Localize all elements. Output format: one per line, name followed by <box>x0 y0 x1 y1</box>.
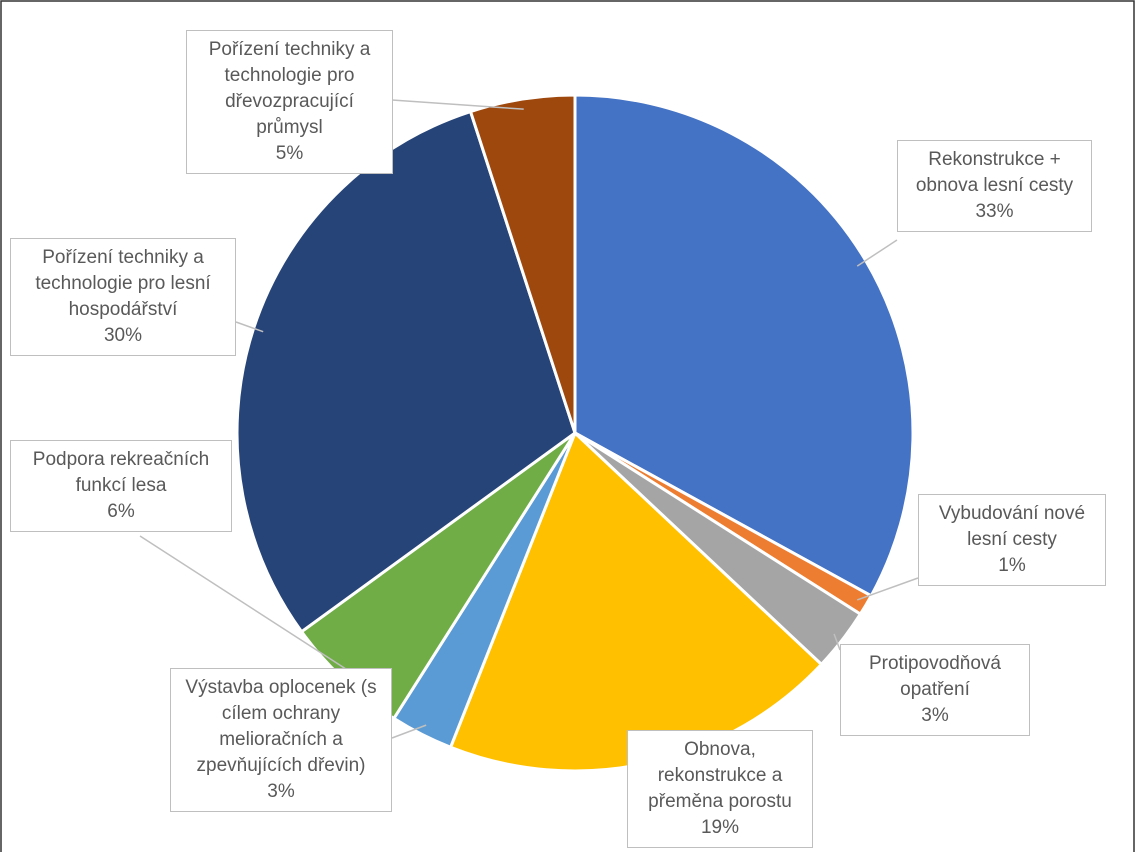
leader-line <box>856 239 898 267</box>
category-label: Protipovodňová opatření <box>868 653 1002 700</box>
value-label: 19% <box>700 817 740 838</box>
category-label: Výstavba oplocenek (s cílem ochrany meli… <box>185 677 377 776</box>
category-label: Rekonstrukce + obnova lesní cesty <box>915 149 1074 196</box>
pie-slice <box>468 93 577 434</box>
leader-line <box>391 99 524 110</box>
leader-line <box>139 535 351 673</box>
value-label: 30% <box>103 325 143 346</box>
category-label: Vybudování nové lesní cesty <box>938 503 1086 550</box>
data-label: Obnova, rekonstrukce a přeměna porostu 19… <box>627 730 813 848</box>
leader-line <box>391 724 427 739</box>
value-label: 1% <box>998 555 1026 576</box>
category-label: Podpora rekreačních funkcí lesa <box>32 449 210 496</box>
leader-line <box>833 633 841 651</box>
category-label: Pořízení techniky a technologie pro dřev… <box>208 39 371 138</box>
value-label: 33% <box>975 201 1014 222</box>
leader-line <box>235 321 264 333</box>
data-label: Rekonstrukce + obnova lesní cesty 33% <box>897 140 1092 232</box>
data-label: Výstavba oplocenek (s cílem ochrany meli… <box>170 668 392 812</box>
value-label: 6% <box>107 501 135 522</box>
data-label: Protipovodňová opatření 3% <box>840 644 1030 736</box>
data-label: Pořízení techniky a technologie pro dřev… <box>186 30 393 174</box>
category-label: Pořízení techniky a technologie pro lesn… <box>35 247 211 320</box>
value-label: 3% <box>267 781 295 802</box>
value-label: 5% <box>275 143 304 164</box>
leader-line <box>856 577 919 601</box>
data-label: Vybudování nové lesní cesty 1% <box>918 494 1106 586</box>
data-label: Pořízení techniky a technologie pro lesn… <box>10 238 236 356</box>
value-label: 3% <box>921 705 949 726</box>
category-label: Obnova, rekonstrukce a přeměna porostu <box>648 739 792 812</box>
data-label: Podpora rekreačních funkcí lesa 6% <box>10 440 232 532</box>
